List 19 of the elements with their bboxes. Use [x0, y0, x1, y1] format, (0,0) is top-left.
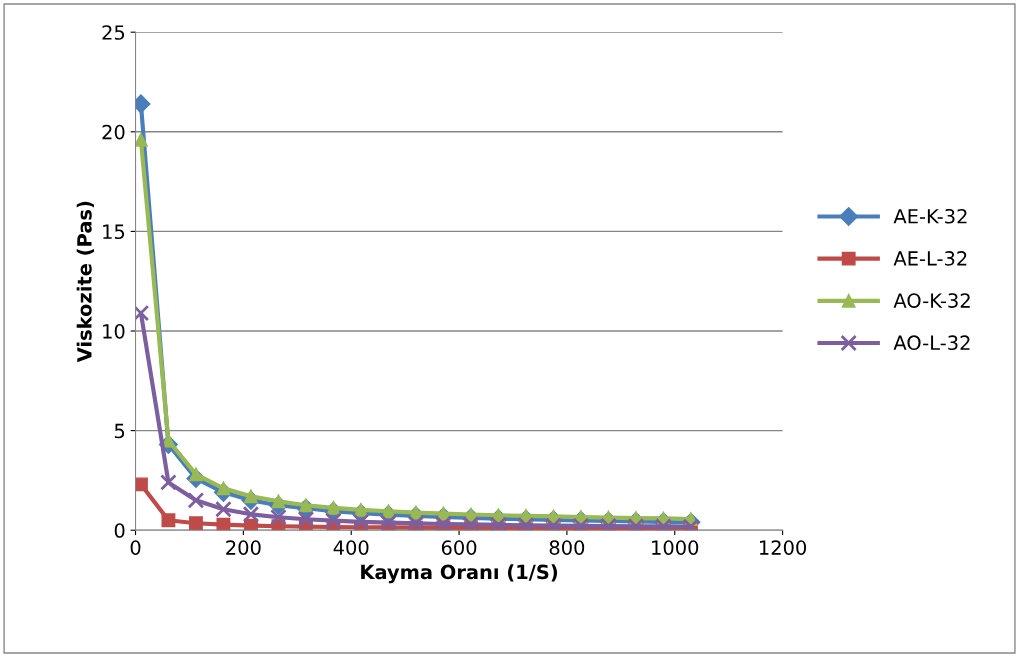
x-tick-label: 600: [441, 540, 477, 555]
y-tick-label: 0: [114, 523, 125, 538]
legend-label: AE-L-32: [893, 251, 967, 266]
y-tick-label: 10: [103, 323, 125, 339]
legend-label: AO-L-32: [893, 335, 970, 351]
x-axis-title: Kayma Oranı (1/S): [361, 564, 558, 584]
y-tick-label: 15: [103, 224, 125, 240]
x-tick-label: 0: [130, 540, 141, 555]
y-tick-label: 25: [102, 25, 125, 40]
x-tick-label: 1000: [652, 540, 699, 555]
legend-label: AO-K-32: [893, 293, 970, 308]
y-tick-label: 5: [114, 423, 125, 439]
x-tick-label: 400: [333, 540, 369, 555]
x-tick-label: 1200: [759, 540, 807, 555]
legend-label: AE-K-32: [893, 208, 967, 224]
x-tick-label: 200: [226, 540, 261, 555]
y-axis-title: Viskozite (Pas): [76, 201, 95, 363]
x-tick-label: 800: [549, 540, 585, 555]
y-tick-label: 20: [102, 124, 125, 140]
